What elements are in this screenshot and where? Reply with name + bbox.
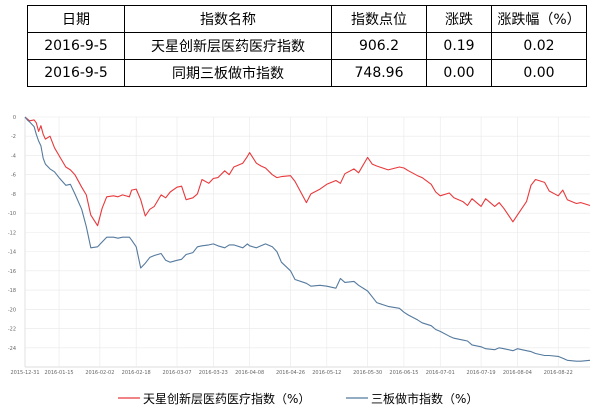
x-tick-label: 2016-02-18 (122, 370, 151, 376)
x-tick-label: 2016-07-01 (426, 370, 455, 376)
x-tick-label: 2016-04-08 (235, 370, 264, 376)
legend-label-medical-index: 天星创新层医药医疗指数（%） (143, 391, 310, 406)
y-tick-label: -10 (8, 211, 16, 217)
x-tick-label: 2016-08-22 (544, 370, 573, 376)
x-tick-label: 2015-12-31 (10, 370, 39, 376)
y-tick-label: 0 (13, 115, 16, 121)
table-header-row: 日期 指数名称 指数点位 涨跌 涨跌幅（%） (27, 5, 587, 33)
y-tick-label: -24 (8, 346, 16, 352)
cell-index-name: 同期三板做市指数 (124, 59, 332, 87)
chart-grid (24, 116, 590, 368)
y-tick-label: -20 (8, 307, 16, 313)
table-row: 2016-9-5 天星创新层医药医疗指数 906.2 0.19 0.02 (27, 32, 587, 60)
cell-change-pct: 0.02 (491, 32, 587, 60)
x-tick-label: 2016-04-26 (276, 370, 305, 376)
x-tick-label: 2016-08-04 (503, 370, 532, 376)
x-axis-ticks: 2015-12-31 2016-01-15 2016-02-02 2016-02-18… (10, 370, 572, 376)
legend-label-neeq-index: 三板做市指数（%） (371, 391, 478, 406)
x-tick-label: 2016-05-30 (353, 370, 382, 376)
cell-index-name: 天星创新层医药医疗指数 (124, 32, 332, 60)
cell-index-level: 748.96 (331, 59, 427, 87)
y-axis-ticks: 0 -2 -4 -6 -8 -10 -12 -14 -16 -18 -20 -22 -24 (8, 115, 16, 352)
chart-legend: 天星创新层医药医疗指数（%） 三板做市指数（%） (118, 391, 478, 406)
y-tick-label: -22 (8, 327, 16, 333)
x-tick-label: 2016-06-15 (389, 370, 418, 376)
x-tick-label: 2016-03-23 (199, 370, 228, 376)
header-index-name: 指数名称 (124, 5, 332, 33)
cell-change: 0.00 (426, 59, 492, 87)
y-tick-label: -8 (11, 192, 16, 198)
cell-change-pct: 0.00 (491, 59, 587, 87)
x-tick-label: 2016-05-12 (312, 370, 341, 376)
y-tick-label: -16 (8, 269, 16, 275)
header-change-pct: 涨跌幅（%） (491, 5, 587, 33)
y-tick-label: -2 (11, 134, 16, 140)
y-tick-label: -6 (11, 173, 16, 179)
series-line-0 (24, 116, 591, 227)
x-tick-label: 2016-07-19 (467, 370, 496, 376)
y-tick-label: -4 (11, 153, 16, 159)
y-tick-label: -18 (8, 288, 16, 294)
y-tick-label: -12 (8, 230, 16, 236)
y-tick-label: -14 (8, 250, 16, 256)
cell-change: 0.19 (426, 32, 492, 60)
header-date: 日期 (27, 5, 125, 33)
x-tick-label: 2016-01-15 (45, 370, 74, 376)
cell-date: 2016-9-5 (27, 59, 125, 87)
chart-series (24, 116, 591, 362)
cell-index-level: 906.2 (331, 32, 427, 60)
index-summary-table: 日期 指数名称 指数点位 涨跌 涨跌幅（%） 2016-9-5 天星创新层医药医… (27, 5, 587, 87)
table-row: 2016-9-5 同期三板做市指数 748.96 0.00 0.00 (27, 59, 587, 87)
series-line-1 (24, 116, 591, 362)
x-tick-label: 2016-02-02 (85, 370, 114, 376)
x-tick-label: 2016-03-07 (162, 370, 191, 376)
header-change: 涨跌 (426, 5, 492, 33)
